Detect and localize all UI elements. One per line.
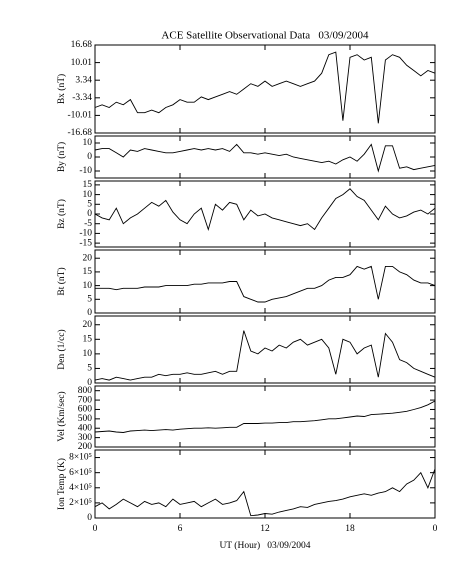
y-tick-label: 5 — [87, 364, 92, 374]
y-tick-label: -10.01 — [67, 111, 92, 121]
y-tick-label: 20 — [83, 253, 93, 263]
y-tick-label: 0 — [87, 378, 92, 388]
y-tick-label: 15 — [83, 180, 93, 190]
y-tick-label: 600 — [78, 405, 93, 415]
y-tick-label: 20 — [83, 320, 93, 330]
y-tick-label: 15 — [83, 267, 93, 277]
y-tick-label: 2×10⁵ — [69, 498, 92, 508]
y-axis-label: Den (1/cc) — [56, 329, 67, 369]
y-tick-label: -5 — [84, 219, 92, 229]
panel-frame — [94, 44, 436, 134]
y-tick-label: 300 — [78, 433, 93, 443]
y-tick-label: 800 — [78, 386, 93, 396]
y-tick-label: 0 — [87, 513, 92, 523]
panel-frame — [94, 135, 436, 179]
panel-frame — [94, 315, 436, 384]
y-tick-label: 3.34 — [75, 75, 92, 85]
y-tick-label: 5 — [87, 199, 92, 209]
y-tick-label: -10 — [79, 229, 92, 239]
y-axis-label: Vel (Km/sec) — [56, 391, 67, 441]
data-line — [94, 400, 436, 433]
panel-frame — [94, 385, 436, 448]
data-line — [94, 330, 436, 381]
y-axis-label: Bx (nT) — [56, 74, 67, 104]
y-tick-label: 5 — [87, 294, 92, 304]
x-axis-label: UT (Hour) 03/09/2004 — [219, 540, 310, 551]
data-line — [94, 188, 436, 232]
y-axis-label: By (nT) — [56, 142, 67, 172]
y-axis-label: Ion Temp (K) — [56, 458, 67, 510]
y-tick-label: 8×10⁵ — [69, 453, 92, 463]
y-tick-label: 10.01 — [71, 58, 93, 68]
panel-frame — [94, 449, 436, 519]
panel-frame — [94, 249, 436, 314]
y-axis-label: Bt (nT) — [56, 267, 67, 295]
data-line — [95, 265, 436, 303]
y-tick-label: -15 — [79, 238, 92, 248]
y-tick-label: 0 — [87, 209, 92, 219]
y-tick-label: 700 — [78, 395, 93, 405]
y-axis-label: Bz (nT) — [56, 199, 67, 229]
y-tick-label: 10 — [83, 190, 93, 200]
y-tick-label: -16.68 — [67, 128, 92, 138]
y-tick-label: 10 — [83, 138, 93, 148]
x-tick-label: 0 — [433, 524, 438, 534]
y-tick-label: 16.68 — [71, 40, 93, 50]
y-tick-label: 6×10⁵ — [69, 468, 92, 478]
y-tick-label: -10 — [79, 166, 92, 176]
y-tick-label: 15 — [83, 334, 93, 344]
x-tick-label: 0 — [93, 524, 98, 534]
y-tick-label: 400 — [78, 423, 93, 433]
x-tick-label: 18 — [345, 524, 355, 534]
y-tick-label: -3.34 — [72, 93, 92, 103]
x-tick-label: 12 — [260, 524, 270, 534]
y-tick-label: 500 — [78, 414, 93, 424]
y-tick-label: 4×10⁵ — [69, 483, 92, 493]
y-tick-label: 200 — [78, 442, 93, 452]
y-tick-label: 0 — [87, 308, 92, 318]
y-tick-label: 0 — [87, 152, 92, 162]
data-line — [94, 51, 436, 124]
y-tick-label: 10 — [83, 281, 93, 291]
y-tick-label: 10 — [83, 349, 93, 359]
data-line — [94, 468, 436, 517]
data-line — [94, 143, 436, 173]
chart-title: ACE Satellite Observational Data 03/09/2… — [161, 30, 369, 42]
x-tick-label: 6 — [178, 524, 183, 534]
